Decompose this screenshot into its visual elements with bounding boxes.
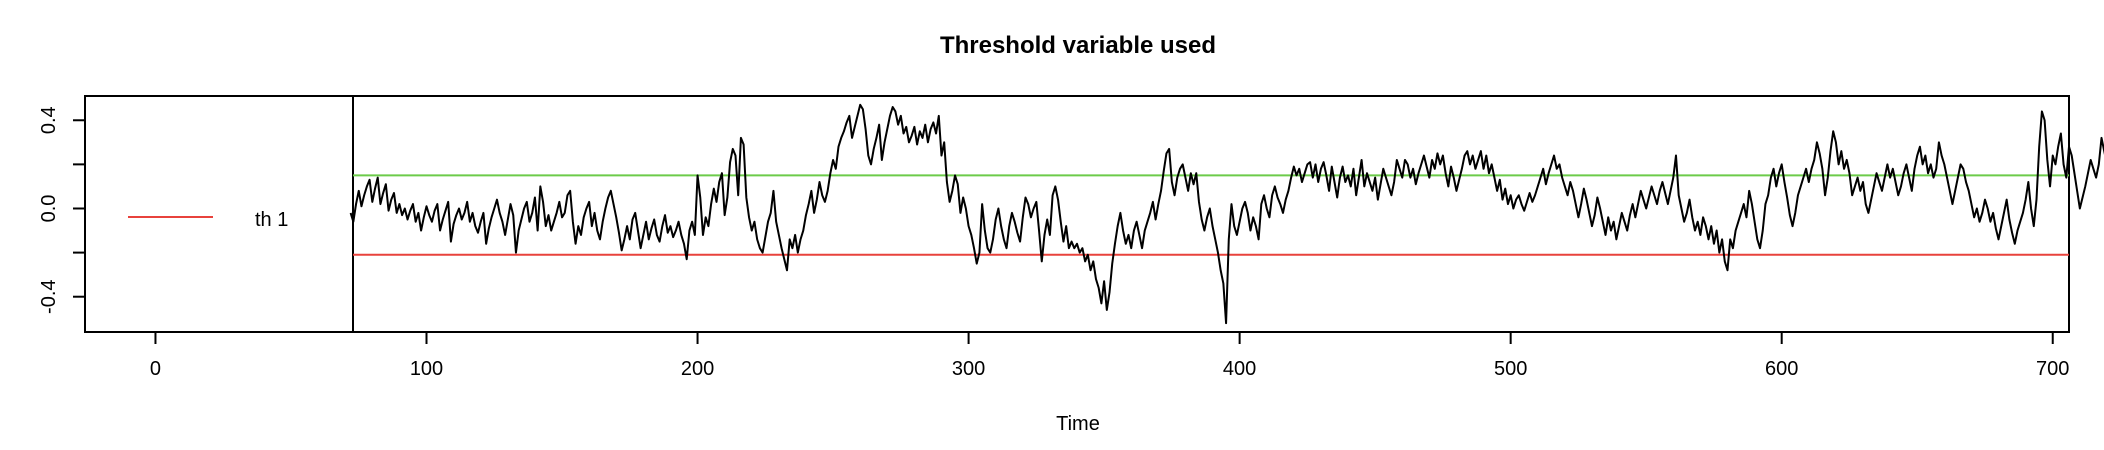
axes: 0 100 200 300 400 500 600 700 -0.4 0.0 0.4 [38, 106, 2069, 380]
x-tick-label: 500 [1494, 358, 1527, 380]
legend-label-th-1: th 1 [255, 209, 288, 231]
series-line [349, 103, 2104, 325]
y-tick-label: 0.0 [38, 195, 60, 223]
chart-title: Threshold variable used [940, 32, 1216, 59]
x-tick-label: 100 [410, 358, 443, 380]
x-tick-label: 0 [150, 358, 161, 380]
x-tick-label: 200 [681, 358, 714, 380]
x-tick-label: 300 [952, 358, 985, 380]
y-tick-label: 0.4 [38, 106, 60, 134]
x-tick-label: 400 [1223, 358, 1256, 380]
y-tick-label: -0.4 [38, 279, 60, 313]
legend: th 1 [128, 209, 288, 231]
x-tick-label: 700 [2036, 358, 2069, 380]
plot-frame [84, 95, 2070, 333]
x-tick-label: 600 [1765, 358, 1798, 380]
x-axis-label: Time [1056, 413, 1100, 435]
